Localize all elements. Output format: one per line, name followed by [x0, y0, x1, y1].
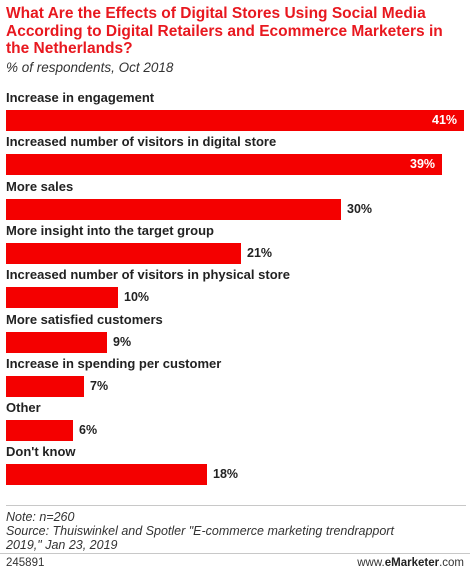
value-label: 9%	[113, 334, 132, 349]
value-label: 7%	[90, 378, 109, 393]
category-label: Increased number of visitors in digital …	[6, 134, 277, 150]
bar	[6, 420, 73, 442]
note-source-line-2: 2019," Jan 23, 2019	[6, 538, 118, 552]
bar	[6, 242, 241, 264]
brand-suffix: .com	[439, 557, 464, 569]
value-label: 39%	[410, 157, 436, 172]
brand-logo: www.eMarketer.com	[357, 557, 464, 569]
bar	[6, 110, 464, 131]
category-label: Increased number of visitors in physical…	[6, 267, 290, 283]
bar-chart: Increase in engagement 41% Increased numbe…	[0, 90, 470, 500]
brand-prefix: www.	[357, 557, 385, 569]
value-label: 21%	[247, 245, 273, 260]
category-label: More sales	[6, 178, 74, 194]
value-label: 10%	[124, 290, 150, 305]
category-label: Increase in engagement	[6, 90, 155, 105]
bar	[6, 331, 107, 353]
bottom-divider	[0, 553, 470, 554]
footnote: Note: n=260 Source: Thuiswinkel and Spot…	[6, 510, 466, 552]
value-label: 30%	[347, 201, 373, 216]
brand-name: eMarketer	[384, 557, 440, 569]
chart-title: What Are the Effects of Digital Stores U…	[6, 5, 443, 57]
note-source-line-1: Source: Thuiswinkel and Spotler "E-comme…	[6, 524, 394, 538]
chart-subtitle: % of respondents, Oct 2018	[6, 60, 174, 75]
footnote-divider	[6, 505, 466, 506]
bar	[6, 154, 442, 176]
bar	[6, 198, 341, 220]
value-label: 6%	[79, 423, 98, 438]
category-label: More satisfied customers	[6, 311, 163, 327]
bar	[6, 464, 207, 486]
chart-id: 245891	[6, 557, 45, 569]
category-label: Increase in spending per customer	[6, 355, 222, 371]
category-label: Other	[6, 400, 41, 416]
bar	[6, 375, 84, 397]
bar	[6, 287, 118, 309]
note-sample-size: Note: n=260	[6, 510, 75, 524]
value-label: 18%	[213, 467, 239, 482]
category-label: More insight into the target group	[6, 222, 214, 238]
category-label: Don't know	[6, 444, 76, 460]
value-label: 41%	[432, 113, 458, 127]
